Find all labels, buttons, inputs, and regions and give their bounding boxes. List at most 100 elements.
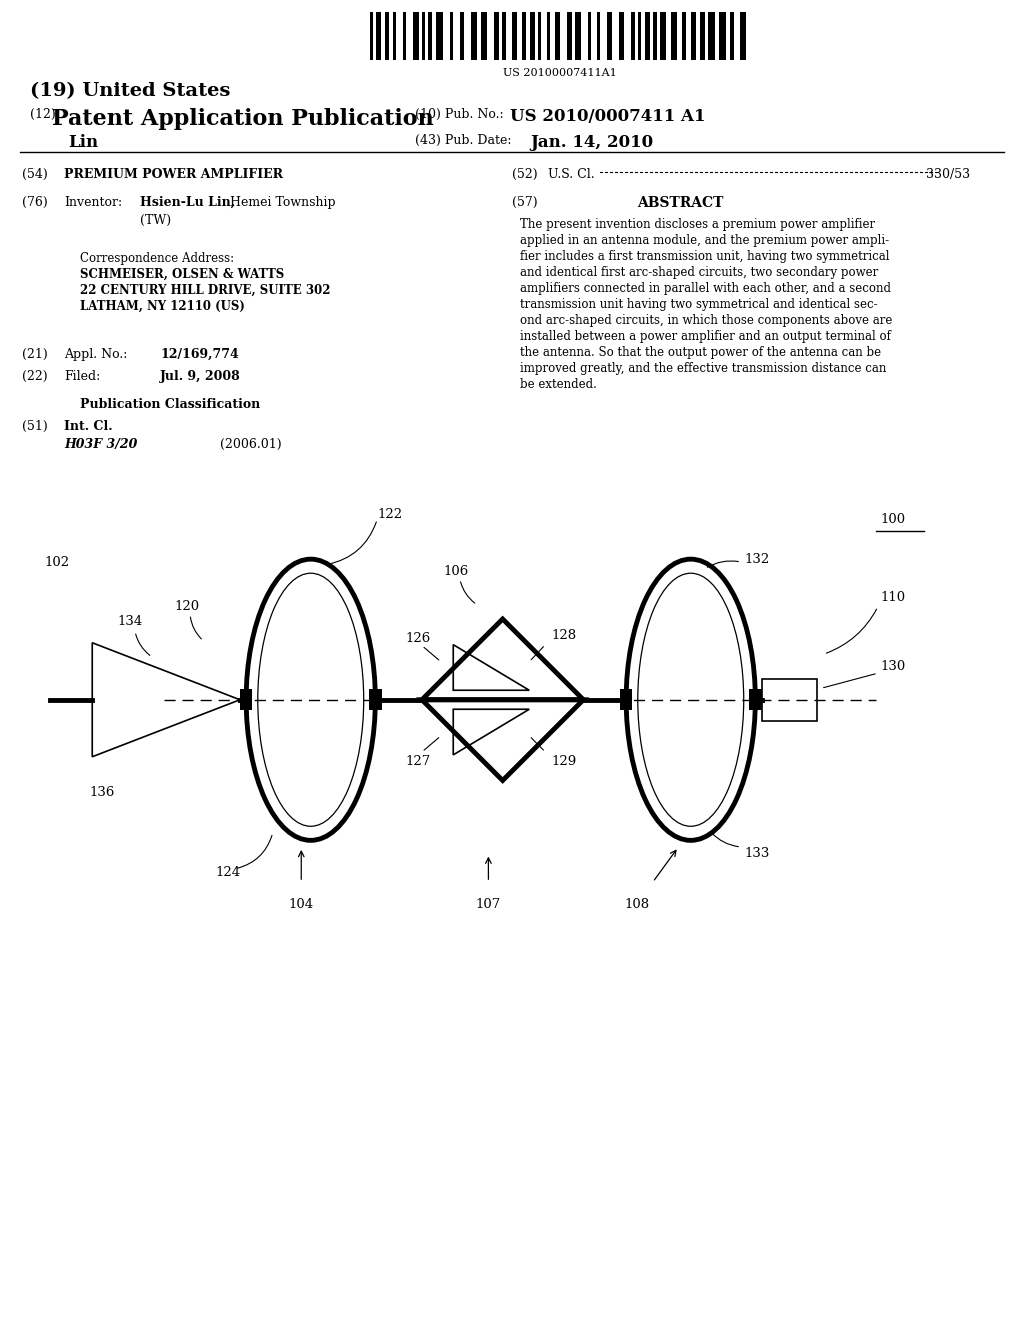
Bar (555, 12, 560, 59)
Text: (21): (21) (22, 348, 48, 360)
Bar (240, 689, 252, 710)
Bar (653, 12, 657, 59)
Text: (2006.01): (2006.01) (220, 438, 282, 451)
Bar (719, 12, 726, 59)
Text: 126: 126 (406, 631, 431, 644)
Text: fier includes a first transmission unit, having two symmetrical: fier includes a first transmission unit,… (520, 249, 890, 263)
Text: installed between a power amplifier and an output terminal of: installed between a power amplifier and … (520, 330, 891, 343)
Text: 100: 100 (881, 512, 906, 525)
Bar (682, 12, 686, 59)
Bar (376, 12, 381, 59)
Bar (522, 12, 526, 59)
Text: Jan. 14, 2010: Jan. 14, 2010 (530, 135, 653, 150)
Bar (538, 12, 541, 59)
Bar (567, 12, 572, 59)
Bar (597, 12, 600, 59)
Text: and identical first arc-shaped circuits, two secondary power: and identical first arc-shaped circuits,… (520, 267, 879, 279)
Text: 102: 102 (45, 556, 70, 569)
Text: transmission unit having two symmetrical and identical sec-: transmission unit having two symmetrical… (520, 298, 878, 312)
Bar (671, 12, 677, 59)
Text: (57): (57) (512, 195, 538, 209)
Bar (762, 678, 816, 721)
Text: the antenna. So that the output power of the antenna can be: the antenna. So that the output power of… (520, 346, 881, 359)
Bar (620, 689, 633, 710)
Text: ABSTRACT: ABSTRACT (637, 195, 723, 210)
Bar (645, 12, 650, 59)
Bar (385, 12, 389, 59)
Text: amplifiers connected in parallel with each other, and a second: amplifiers connected in parallel with ea… (520, 282, 891, 294)
Text: 124: 124 (216, 866, 241, 879)
Bar (691, 12, 696, 59)
Bar (370, 12, 373, 59)
Text: (52): (52) (512, 168, 538, 181)
Bar (730, 12, 734, 59)
Text: Patent Application Publication: Patent Application Publication (52, 108, 434, 129)
Bar (428, 12, 432, 59)
Text: (43) Pub. Date:: (43) Pub. Date: (415, 135, 512, 147)
Text: Int. Cl.: Int. Cl. (63, 420, 113, 433)
Text: Lin: Lin (68, 135, 98, 150)
Bar (618, 12, 624, 59)
Text: 120: 120 (175, 601, 200, 614)
Text: Jul. 9, 2008: Jul. 9, 2008 (160, 370, 241, 383)
Text: 22 CENTURY HILL DRIVE, SUITE 302: 22 CENTURY HILL DRIVE, SUITE 302 (80, 284, 331, 297)
Text: 132: 132 (744, 553, 770, 566)
Bar (638, 12, 641, 59)
Text: 127: 127 (406, 755, 431, 768)
Bar (700, 12, 705, 59)
Bar (413, 12, 419, 59)
Text: 107: 107 (476, 898, 501, 911)
Bar (393, 12, 396, 59)
Text: PREMIUM POWER AMPLIFIER: PREMIUM POWER AMPLIFIER (63, 168, 283, 181)
Bar (530, 12, 535, 59)
Bar (740, 12, 746, 59)
Text: SCHMEISER, OLSEN & WATTS: SCHMEISER, OLSEN & WATTS (80, 268, 285, 281)
Bar (494, 12, 499, 59)
Text: (TW): (TW) (140, 214, 171, 227)
Bar (708, 12, 715, 59)
Bar (512, 12, 517, 59)
Bar (631, 12, 635, 59)
Text: Publication Classification: Publication Classification (80, 399, 260, 411)
Text: 106: 106 (443, 565, 469, 578)
Text: applied in an antenna module, and the premium power ampli-: applied in an antenna module, and the pr… (520, 234, 889, 247)
Text: 110: 110 (881, 590, 906, 603)
Text: The present invention discloses a premium power amplifier: The present invention discloses a premiu… (520, 218, 876, 231)
Text: LATHAM, NY 12110 (US): LATHAM, NY 12110 (US) (80, 300, 245, 313)
Text: U.S. Cl.: U.S. Cl. (548, 168, 595, 181)
Text: H03F 3/20: H03F 3/20 (63, 438, 137, 451)
Text: (22): (22) (22, 370, 48, 383)
Text: 128: 128 (551, 628, 577, 642)
Bar (607, 12, 612, 59)
Text: (76): (76) (22, 195, 48, 209)
Text: US 2010/0007411 A1: US 2010/0007411 A1 (510, 108, 706, 125)
Text: (54): (54) (22, 168, 48, 181)
Text: Filed:: Filed: (63, 370, 100, 383)
Bar (547, 12, 550, 59)
Text: ond arc-shaped circuits, in which those components above are: ond arc-shaped circuits, in which those … (520, 314, 892, 327)
Text: Hemei Township: Hemei Township (230, 195, 336, 209)
Bar (403, 12, 406, 59)
Bar (502, 12, 506, 59)
Bar (481, 12, 487, 59)
Text: be extended.: be extended. (520, 378, 597, 391)
Text: 133: 133 (744, 847, 770, 861)
Text: Hsien-Lu Lin,: Hsien-Lu Lin, (140, 195, 236, 209)
Text: improved greatly, and the effective transmission distance can: improved greatly, and the effective tran… (520, 362, 887, 375)
Text: Inventor:: Inventor: (63, 195, 122, 209)
Text: Correspondence Address:: Correspondence Address: (80, 252, 234, 265)
Bar (575, 12, 581, 59)
Bar (750, 689, 762, 710)
Text: (19) United States: (19) United States (30, 82, 230, 100)
Text: 134: 134 (118, 615, 143, 628)
Text: Appl. No.:: Appl. No.: (63, 348, 127, 360)
Bar (370, 689, 382, 710)
Text: 330/53: 330/53 (926, 168, 970, 181)
Bar (660, 12, 666, 59)
Text: 104: 104 (289, 898, 313, 911)
Text: 108: 108 (624, 898, 649, 911)
Text: (12): (12) (30, 108, 55, 121)
Bar (588, 12, 591, 59)
Text: 122: 122 (377, 508, 402, 521)
Bar (450, 12, 453, 59)
